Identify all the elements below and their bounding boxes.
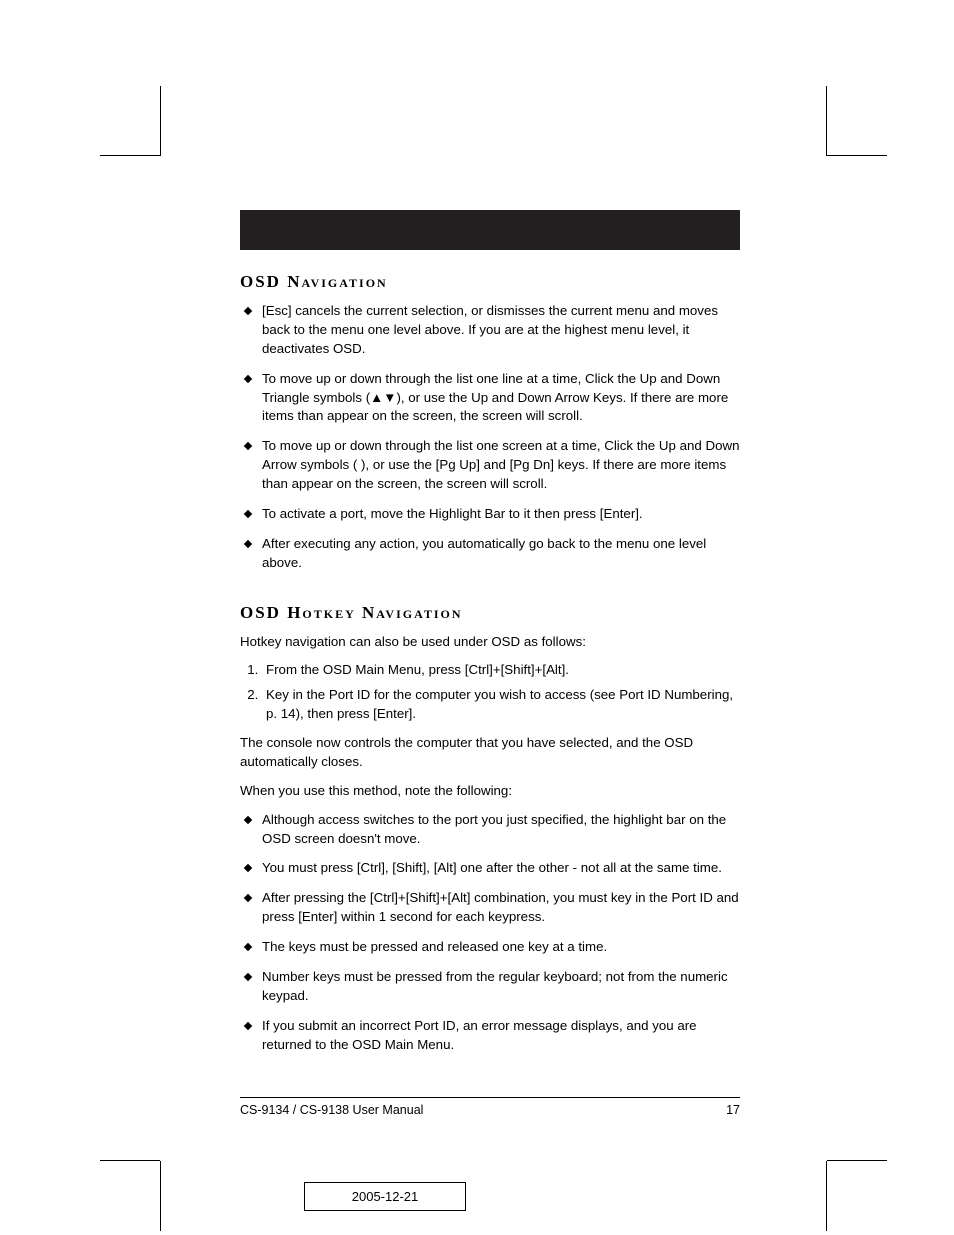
- list-text: After pressing the [Ctrl]+[Shift]+[Alt] …: [262, 890, 739, 924]
- page-number: 17: [726, 1103, 740, 1117]
- list-item: To move up or down through the list one …: [262, 437, 740, 494]
- crop-mark: [160, 86, 161, 156]
- paragraph: Hotkey navigation can also be used under…: [240, 633, 740, 652]
- date-box: 2005-12-21: [304, 1182, 466, 1211]
- header-bar: [240, 210, 740, 250]
- list-item: Number keys must be pressed from the reg…: [262, 968, 740, 1006]
- list-item: Although access switches to the port you…: [262, 811, 740, 849]
- page-content: OSD Navigation [Esc] cancels the current…: [240, 210, 740, 1065]
- list-item: You must press [Ctrl], [Shift], [Alt] on…: [262, 859, 740, 878]
- footer-title: CS-9134 / CS-9138 User Manual: [240, 1103, 423, 1117]
- list-item: To activate a port, move the Highlight B…: [262, 505, 740, 524]
- date-text: 2005-12-21: [352, 1189, 419, 1204]
- paragraph: The console now controls the computer th…: [240, 734, 740, 772]
- heading-osd-hotkey: OSD Hotkey Navigation: [240, 603, 740, 623]
- crop-mark: [160, 1161, 161, 1231]
- crop-mark: [100, 155, 160, 156]
- list-text: After executing any action, you automati…: [262, 536, 706, 570]
- list-text: You must press [Ctrl], [Shift], [Alt] on…: [262, 860, 722, 875]
- heading-osd-navigation: OSD Navigation: [240, 272, 740, 292]
- crop-mark: [827, 1160, 887, 1161]
- crop-mark: [827, 155, 887, 156]
- list-item: After pressing the [Ctrl]+[Shift]+[Alt] …: [262, 889, 740, 927]
- crop-mark: [826, 86, 827, 156]
- list-text: [Esc] cancels the current selection, or …: [262, 303, 718, 356]
- list-text: To move up or down through the list one …: [262, 371, 728, 424]
- list-text: From the OSD Main Menu, press [Ctrl]+[Sh…: [266, 662, 569, 677]
- list-item: If you submit an incorrect Port ID, an e…: [262, 1017, 740, 1055]
- list-text: To move up or down through the list one …: [262, 438, 739, 491]
- list-text: Although access switches to the port you…: [262, 812, 726, 846]
- list-item: From the OSD Main Menu, press [Ctrl]+[Sh…: [262, 661, 740, 680]
- numbered-list: From the OSD Main Menu, press [Ctrl]+[Sh…: [240, 661, 740, 724]
- bullet-list-1: [Esc] cancels the current selection, or …: [240, 302, 740, 573]
- list-text: If you submit an incorrect Port ID, an e…: [262, 1018, 697, 1052]
- list-item: The keys must be pressed and released on…: [262, 938, 740, 957]
- list-text: The keys must be pressed and released on…: [262, 939, 607, 954]
- list-item: [Esc] cancels the current selection, or …: [262, 302, 740, 359]
- footer: CS-9134 / CS-9138 User Manual 17: [240, 1103, 740, 1117]
- list-item: After executing any action, you automati…: [262, 535, 740, 573]
- crop-mark: [100, 1160, 160, 1161]
- footer-rule: [240, 1097, 740, 1098]
- bullet-list-2: Although access switches to the port you…: [240, 811, 740, 1055]
- crop-mark: [826, 1161, 827, 1231]
- list-item: Key in the Port ID for the computer you …: [262, 686, 740, 724]
- list-text: Number keys must be pressed from the reg…: [262, 969, 728, 1003]
- list-text: To activate a port, move the Highlight B…: [262, 506, 643, 521]
- list-item: To move up or down through the list one …: [262, 370, 740, 427]
- paragraph: When you use this method, note the follo…: [240, 782, 740, 801]
- list-text: Key in the Port ID for the computer you …: [266, 687, 733, 721]
